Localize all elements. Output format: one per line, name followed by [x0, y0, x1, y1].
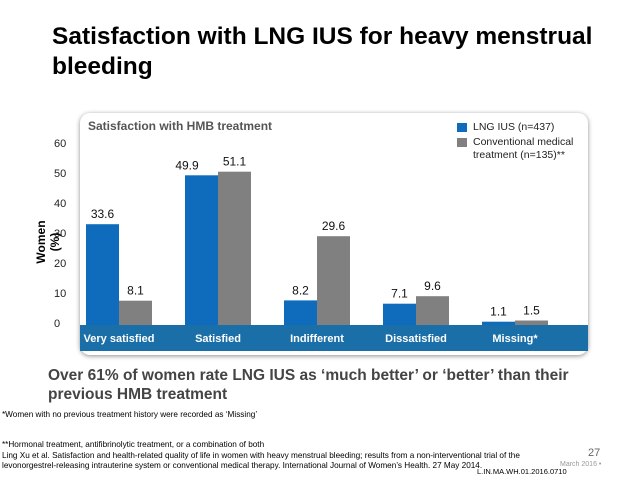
category-band: [80, 325, 588, 351]
chart-title: Satisfaction with HMB treatment: [88, 119, 272, 133]
legend-swatch-lng-ius: [457, 123, 467, 132]
legend-item-lng-ius: LNG IUS (n=437): [457, 121, 597, 134]
y-tick-label-20: 20: [54, 258, 67, 270]
category-label-missing: Missing*: [492, 333, 538, 345]
bar-satisfied-series-1: [218, 171, 251, 325]
y-tick-label-50: 50: [54, 168, 67, 180]
bars-group: 33.6 8.1 49.9 51.1 8.2 29.6 7.1 9.6 1.1 1.5: [86, 155, 548, 325]
category-label-very-satisfied: Very satisfied: [84, 333, 155, 345]
data-label-very-satisfied-series-0: 33.6: [91, 207, 115, 221]
data-label-dissatisfied-series-1: 9.6: [424, 279, 441, 293]
bar-satisfied-series-0: [185, 175, 218, 325]
footnote-conventional: **Hormonal treatment, antifibrinolytic t…: [2, 440, 265, 449]
bar-chart: Satisfaction with HMB treatment 33.6 8.1 4…: [80, 119, 588, 351]
data-label-missing-series-1: 1.5: [523, 304, 540, 318]
bar-dissatisfied-series-0: [383, 303, 416, 325]
chart-panel: Satisfaction with HMB treatment 33.6 8.1 4…: [80, 113, 588, 355]
data-label-indifferent-series-0: 8.2: [292, 283, 309, 297]
legend-label-conventional: Conventional medical treatment (n=135)**: [473, 136, 574, 161]
slide-title: Satisfaction with LNG IUS for heavy mens…: [52, 23, 593, 80]
legend-item-conventional: Conventional medical treatment (n=135)**: [457, 136, 597, 162]
data-label-satisfied-series-0: 49.9: [175, 158, 199, 172]
date-text: March 2016 •: [560, 461, 602, 468]
y-tick-label-60: 60: [54, 138, 67, 150]
legend-label-lng-ius: LNG IUS (n=437): [473, 121, 555, 133]
y-tick-label-30: 30: [54, 228, 67, 240]
category-label-dissatisfied: Dissatisfied: [385, 333, 447, 345]
category-label-indifferent: Indifferent: [290, 333, 344, 345]
data-label-satisfied-series-1: 51.1: [223, 155, 247, 169]
footnote-citation-1: Ling Xu et al. Satisfaction and health-r…: [2, 451, 520, 460]
bar-indifferent-series-0: [284, 300, 317, 325]
bar-very-satisfied-series-0: [86, 224, 119, 325]
data-label-very-satisfied-series-1: 8.1: [127, 284, 144, 298]
document-code: L.IN.MA.WH.01.2016.0710: [477, 467, 567, 476]
category-labels: Very satisfied Satisfied Indifferent Dissat…: [84, 333, 539, 345]
bar-missing-series-1: [515, 320, 548, 325]
y-tick-label-10: 10: [54, 288, 67, 300]
bar-dissatisfied-series-1: [416, 296, 449, 325]
data-label-dissatisfied-series-0: 7.1: [391, 287, 408, 301]
y-tick-label-40: 40: [54, 198, 67, 210]
legend: LNG IUS (n=437) Conventional medical tre…: [457, 121, 597, 164]
data-label-missing-series-0: 1.1: [490, 305, 507, 319]
bar-missing-series-0: [482, 321, 515, 325]
footnote-citation-2: levonorgestrel-releasing intrauterine sy…: [2, 461, 483, 470]
y-tick-label-0: 0: [54, 318, 61, 330]
bar-very-satisfied-series-1: [119, 300, 152, 325]
footnote-missing: *Women with no previous treatment histor…: [2, 410, 258, 419]
data-label-indifferent-series-1: 29.6: [322, 219, 346, 233]
page-number: 27: [588, 447, 601, 459]
bar-indifferent-series-1: [317, 236, 350, 325]
conclusion-text: Over 61% of women rate LNG IUS as ‘much …: [48, 367, 569, 403]
legend-swatch-conventional: [457, 138, 467, 147]
category-label-satisfied: Satisfied: [195, 333, 241, 345]
